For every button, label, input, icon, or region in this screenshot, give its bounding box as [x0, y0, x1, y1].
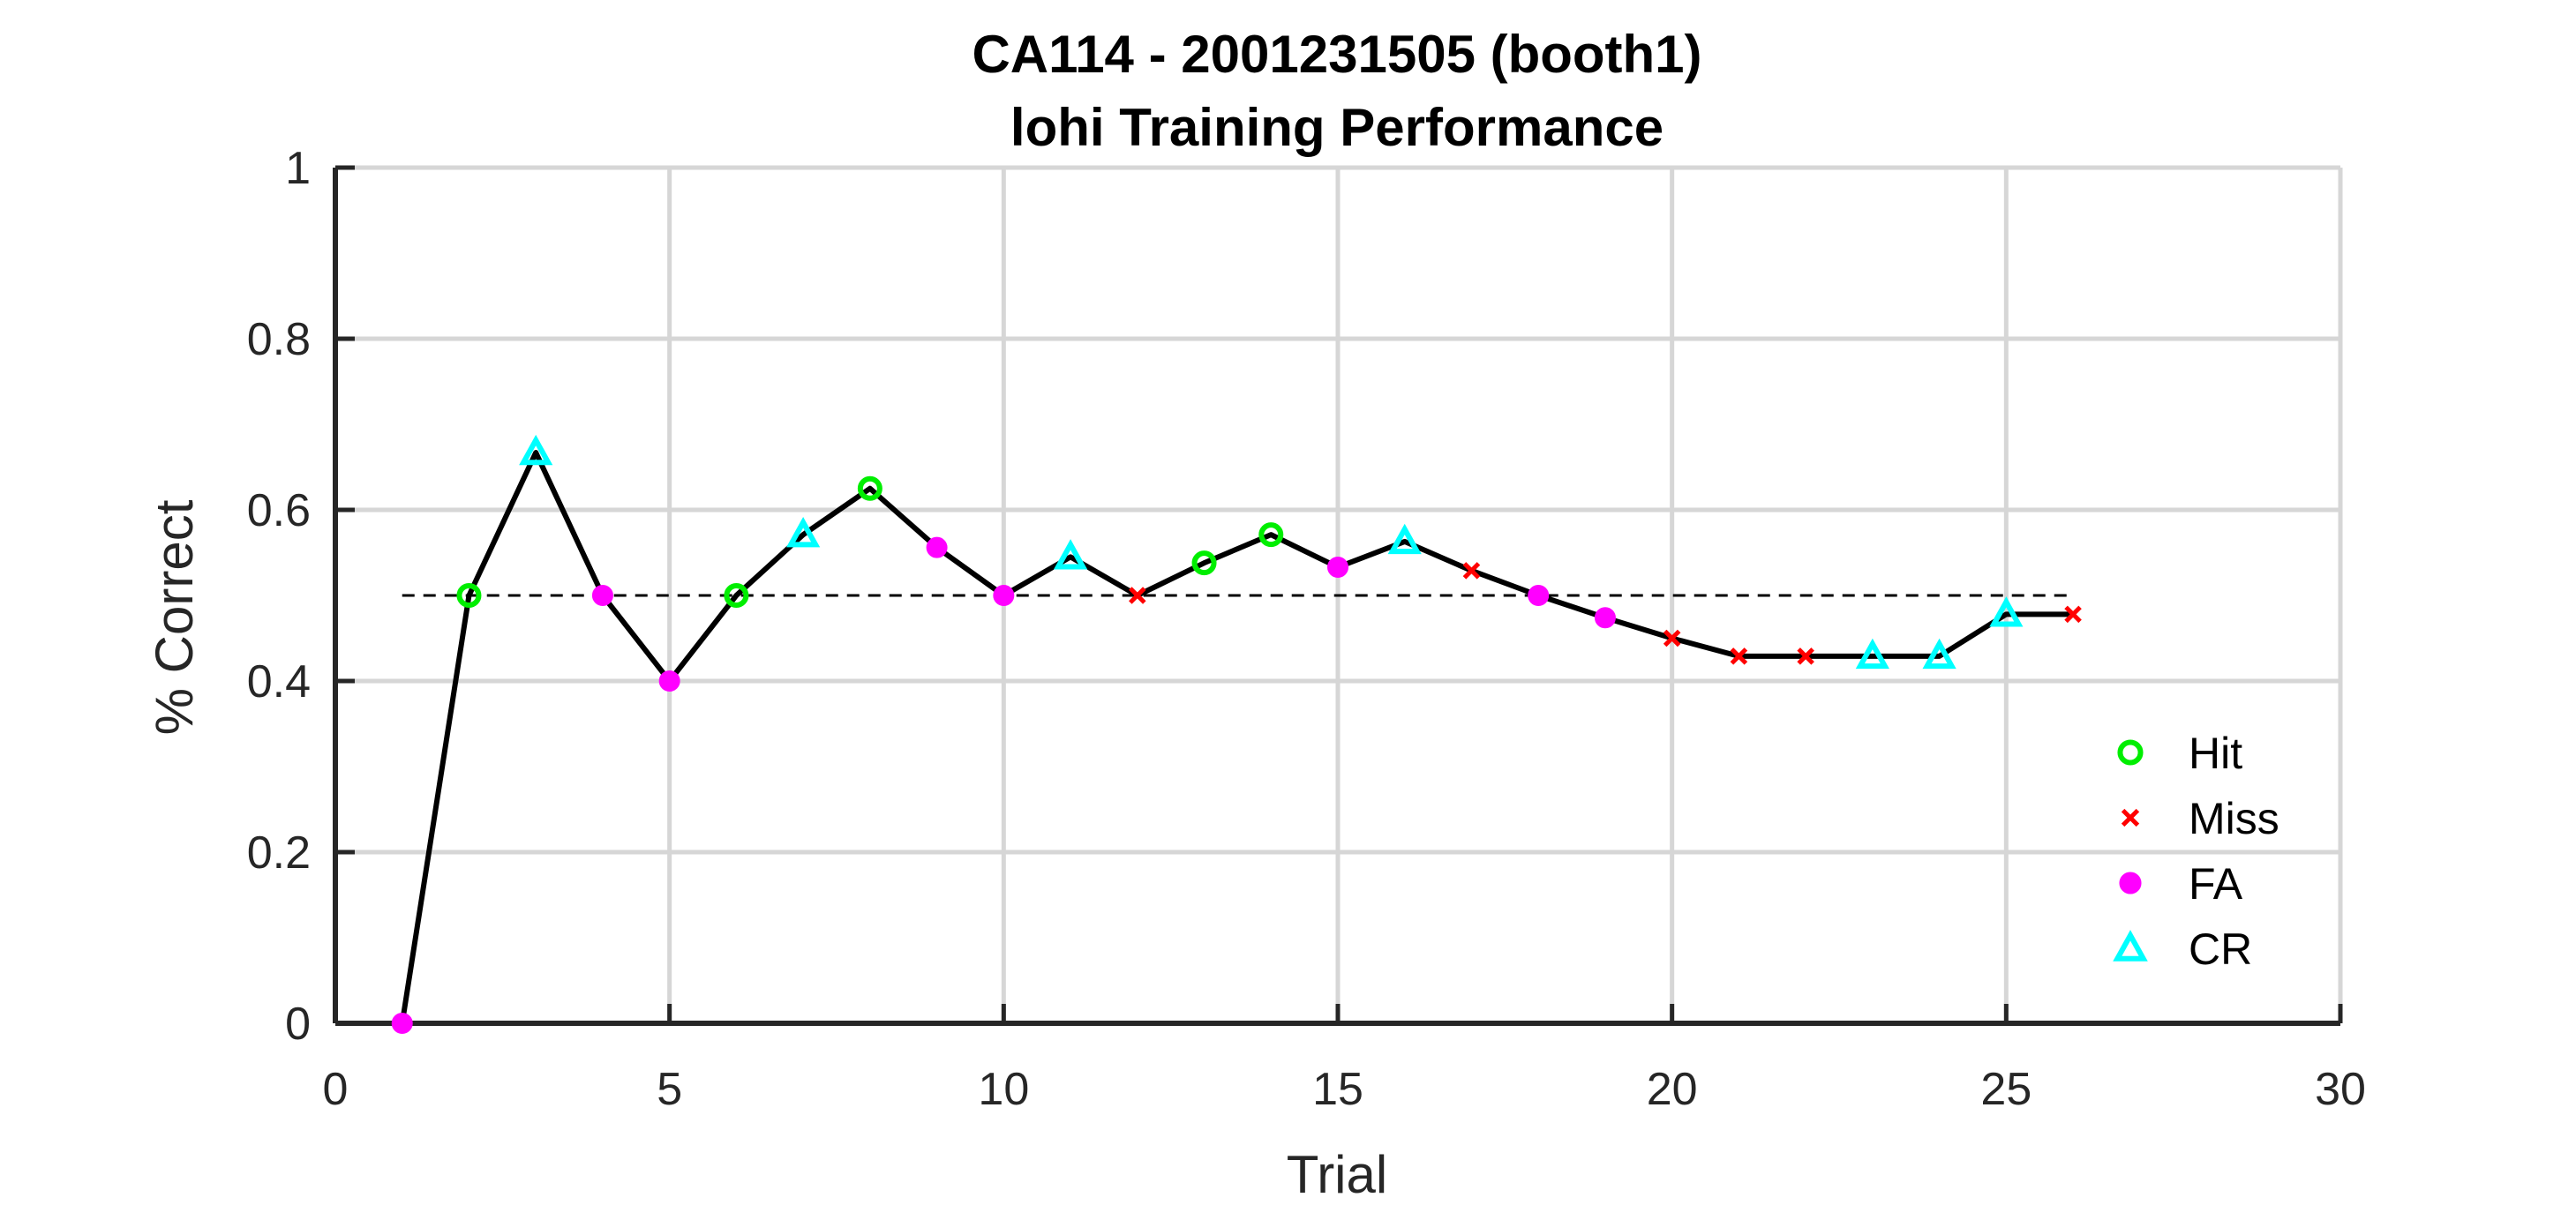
- x-tick-label: 15: [1312, 1064, 1363, 1115]
- x-axis-label: Trial: [1287, 1145, 1387, 1204]
- marker-hit: [1191, 550, 1217, 576]
- chart-title: CA114 - 2001231505 (booth1): [972, 25, 1701, 84]
- x-tick-label: 20: [1647, 1064, 1698, 1115]
- marker-fa: [1594, 607, 1616, 629]
- miss-stroke: [1663, 629, 1681, 647]
- marker-cr: [1922, 638, 1956, 670]
- marker-fa: [1528, 585, 1550, 606]
- y-axis-label: % Correct: [145, 499, 204, 735]
- legend-marker-fa: [2119, 872, 2142, 894]
- legend-label-hit: Hit: [2189, 729, 2242, 778]
- marker-fa: [1327, 556, 1348, 578]
- miss-stroke: [2064, 605, 2082, 624]
- marker-cr: [786, 516, 821, 548]
- marker-fa: [993, 585, 1015, 606]
- marker-miss: [1129, 587, 1146, 604]
- x-tick-label: 5: [657, 1064, 682, 1115]
- marker-hit: [1258, 522, 1284, 548]
- legend-label-cr: CR: [2189, 924, 2252, 974]
- legend-marker-miss: [2121, 808, 2140, 827]
- marker-fa: [591, 585, 613, 606]
- tick-labels: 0 5 10 15 20 25 30 0 0.2 0.4 0.6 0.8 1: [247, 143, 2366, 1115]
- marker-hit: [456, 583, 482, 608]
- marker-miss: [2064, 605, 2082, 624]
- marker-hit: [857, 475, 882, 501]
- marker-cr: [1989, 596, 2024, 627]
- miss-stroke: [1797, 647, 1814, 665]
- axes: [333, 165, 2343, 1026]
- legend: Hit Miss FA CR: [2113, 729, 2279, 974]
- legend-marker-hit: [2117, 739, 2144, 766]
- series-line-layer: [399, 450, 2074, 1024]
- y-tick-label: 0: [285, 999, 311, 1050]
- marker-miss: [1462, 562, 1481, 580]
- y-tick-label: 1: [285, 143, 311, 194]
- marker-fa: [391, 1013, 413, 1034]
- markers: [391, 434, 2082, 1034]
- marker-cr: [1053, 539, 1088, 570]
- miss-stroke: [1462, 562, 1481, 580]
- marker-miss: [1730, 647, 1748, 665]
- y-tick-label: 0.4: [247, 656, 311, 707]
- marker-cr: [519, 434, 553, 466]
- marker-cr: [1855, 638, 1889, 670]
- miss-stroke: [1730, 647, 1748, 665]
- marker-fa: [926, 536, 948, 558]
- performance-line: [399, 450, 2074, 1024]
- y-tick-label: 0.6: [247, 485, 311, 536]
- x-tick-label: 30: [2315, 1064, 2366, 1115]
- legend-label-fa: FA: [2189, 859, 2243, 909]
- y-tick-label: 0.2: [247, 827, 311, 879]
- x-tick-label: 10: [978, 1064, 1029, 1115]
- miss-stroke: [1129, 587, 1146, 604]
- x-tick-label: 0: [323, 1064, 349, 1115]
- marker-fa: [658, 670, 680, 692]
- legend-marker-cr: [2113, 930, 2148, 962]
- marker-miss: [1797, 647, 1814, 665]
- marker-cr: [1387, 523, 1422, 555]
- y-tick-label: 0.8: [247, 314, 311, 365]
- marker-miss: [1663, 629, 1681, 647]
- miss-stroke: [2121, 808, 2140, 827]
- marker-hit: [724, 583, 749, 608]
- legend-label-miss: Miss: [2189, 794, 2279, 843]
- chart-subtitle: lohi Training Performance: [1010, 98, 1664, 157]
- x-tick-label: 25: [1980, 1064, 2032, 1115]
